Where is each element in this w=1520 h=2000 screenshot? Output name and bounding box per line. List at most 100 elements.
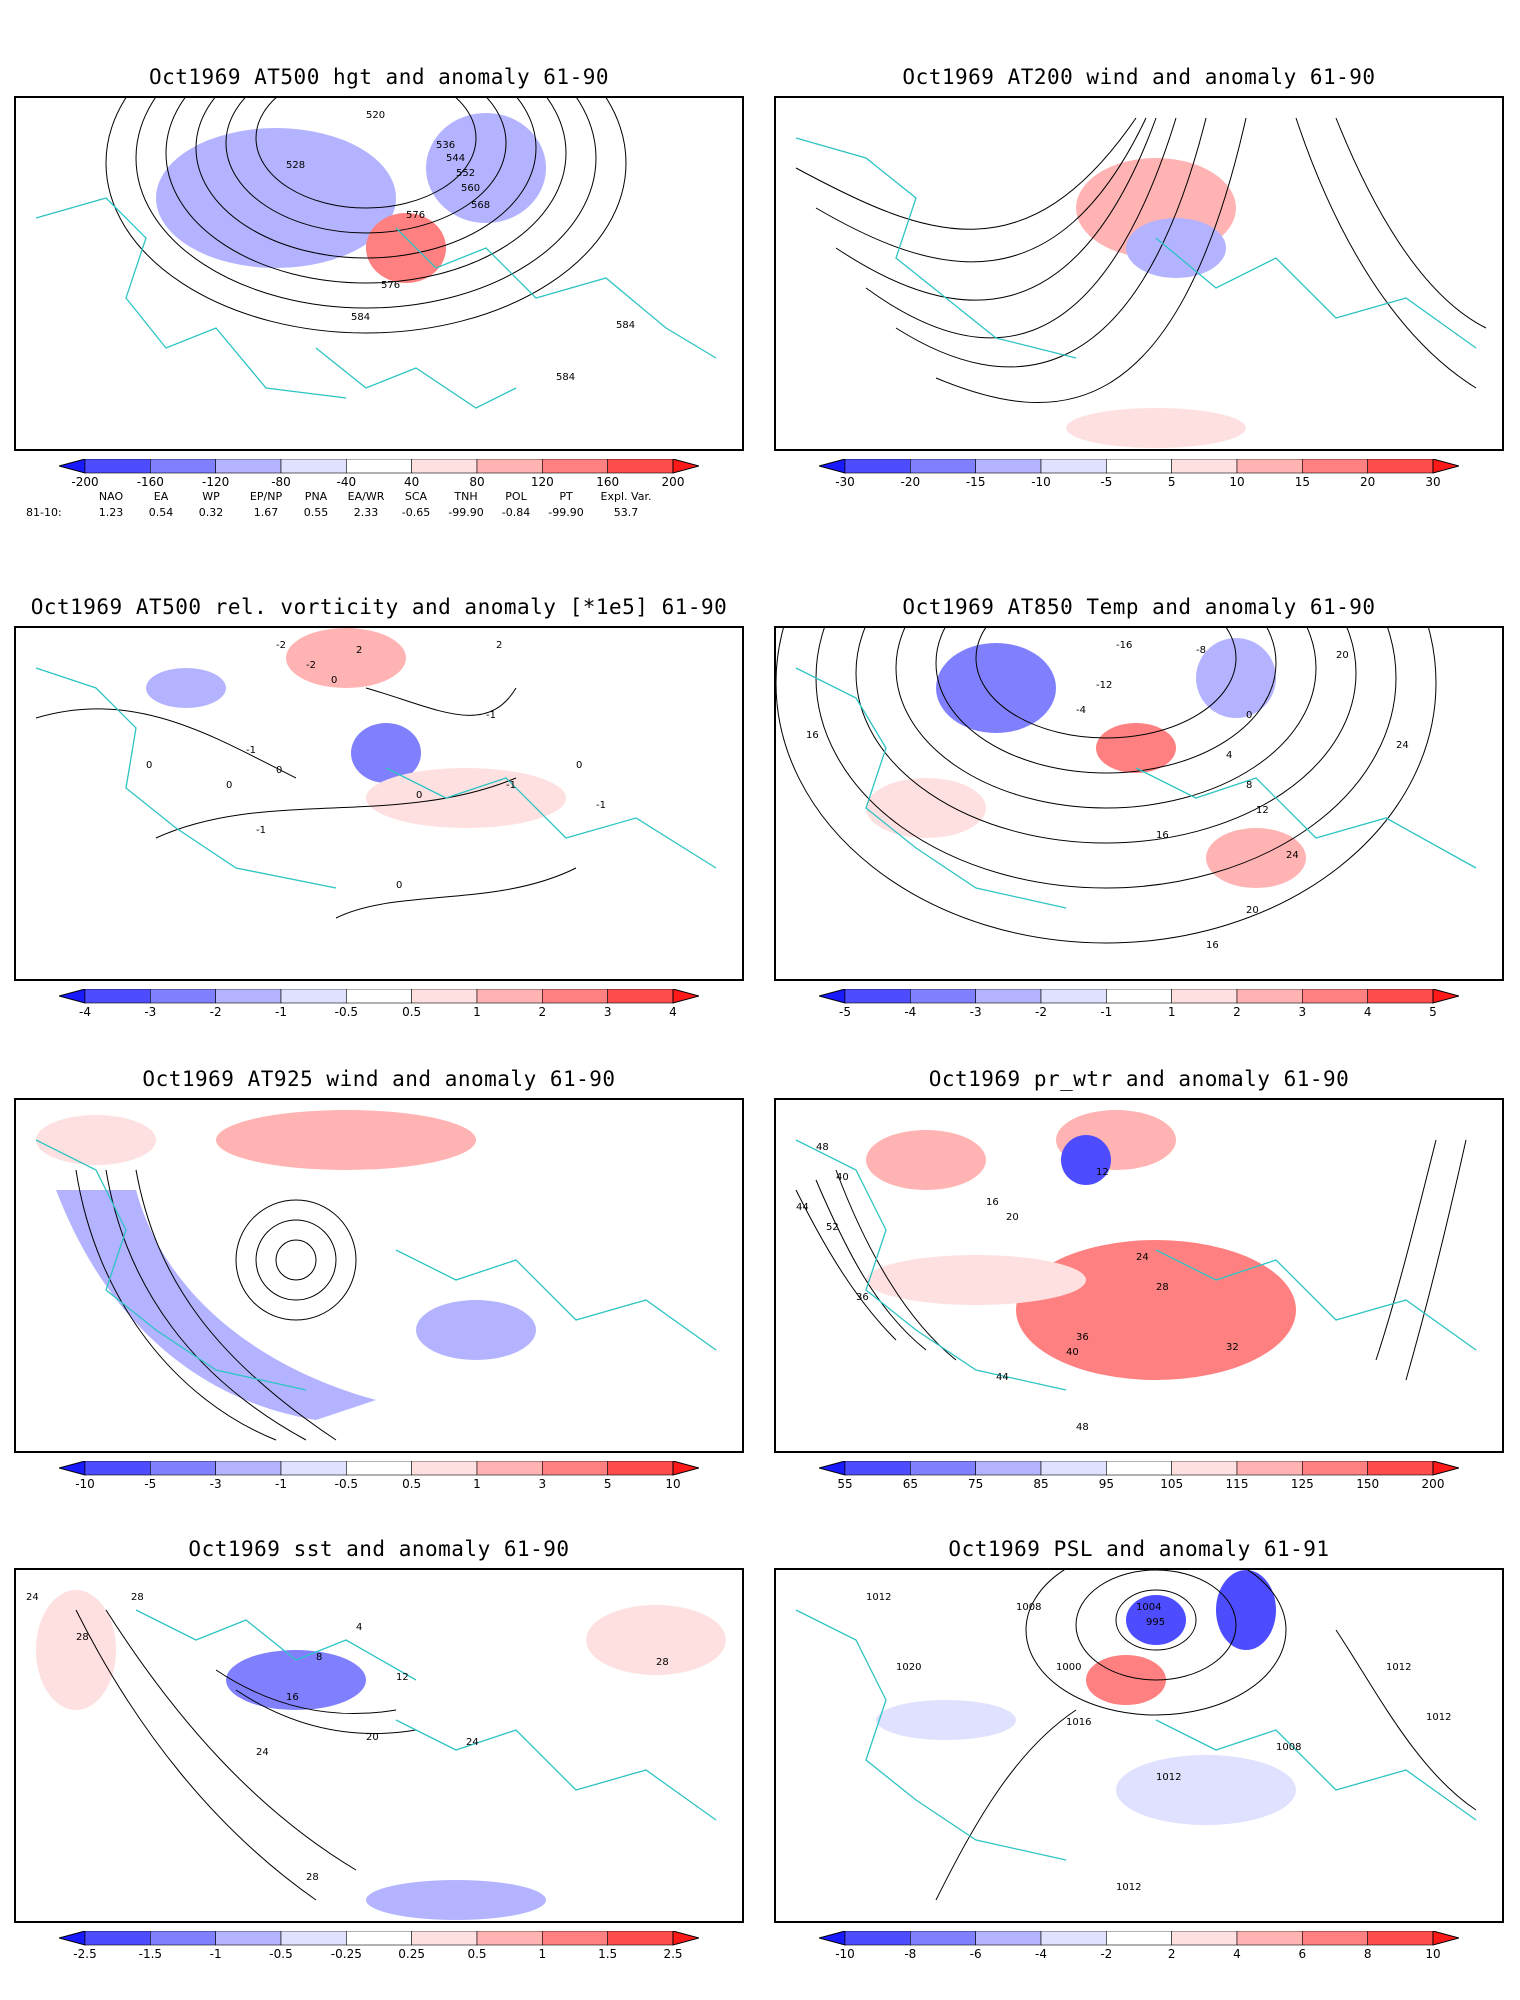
contour-label: 20: [366, 1732, 379, 1743]
colorbar-tick-label: 105: [1160, 1477, 1184, 1491]
contour-label: 24: [466, 1737, 479, 1748]
colorbar-tick-label: 5: [1167, 475, 1176, 489]
colorbar-tick-label: 10: [1229, 475, 1245, 489]
contour-label: 48: [816, 1142, 829, 1153]
colorbar-swatch: [975, 1931, 1042, 1946]
contour-label: 36: [856, 1292, 869, 1303]
contour-label: 20: [1006, 1212, 1019, 1223]
colorbar-tick-label: 200: [1421, 1477, 1445, 1491]
contour-label: 28: [1156, 1282, 1169, 1293]
contour-label: 0: [331, 675, 337, 686]
colorbar-tick-label: -1: [209, 1947, 222, 1961]
contour-label: -1: [596, 800, 606, 811]
map-psl: 1012 1008 1004 1000 995 1020 1016 1012 1…: [774, 1568, 1504, 1923]
colorbar-tick-label: 0.25: [398, 1947, 426, 1961]
colorbar-tick-label: -120: [202, 475, 230, 489]
contour-label: 28: [656, 1657, 669, 1668]
colorbar-swatch: [1171, 1931, 1238, 1946]
colorbar-tick-label: 65: [902, 1477, 918, 1491]
colorbar-swatch: [1040, 1461, 1107, 1476]
contour-label: 576: [381, 280, 400, 291]
colorbar-swatch: [280, 989, 347, 1004]
colorbar-swatch: [1040, 989, 1107, 1004]
colorbar-swatch: [411, 1461, 478, 1476]
colorbar-swatch: [844, 1931, 911, 1946]
colorbar-swatch: [844, 459, 911, 474]
colorbar-tick-label: 8: [1363, 1947, 1372, 1961]
colorbar-under-arrow: [59, 1461, 86, 1476]
colorbar-swatch: [476, 459, 543, 474]
contour-label: 0: [416, 790, 422, 801]
index-value-cell: -0.65: [401, 506, 431, 519]
contour-label: 0: [146, 760, 152, 771]
colorbar-tick-label: 40: [404, 475, 420, 489]
colorbar-swatch: [607, 459, 674, 474]
contour-label: 16: [286, 1692, 299, 1703]
colorbar-tick-label: -4: [904, 1005, 917, 1019]
colorbar-over-arrow: [1432, 1461, 1459, 1476]
colorbar-swatch: [1367, 459, 1434, 474]
contour-label: 0: [396, 880, 402, 891]
contour-label: 16: [806, 730, 819, 741]
contour-label: 12: [1256, 805, 1269, 816]
contour-label: -1: [256, 825, 266, 836]
colorbar-tick-label: 2: [538, 1005, 547, 1019]
index-value-cell: 0.55: [303, 506, 329, 519]
colorbar-tick-label: -0.5: [269, 1947, 293, 1961]
contour-label: 0: [226, 780, 232, 791]
map-hgt500: 520 528 536 544 552 560 568 576 576 584 …: [14, 96, 744, 451]
colorbar-over-arrow: [1432, 459, 1459, 474]
colorbar: 55 65 75 85 95 105 115 125 150 200: [819, 1461, 1459, 1495]
colorbar-swatch: [844, 1461, 911, 1476]
colorbar-tick-label: -80: [271, 475, 291, 489]
contour-label: 1016: [1066, 1717, 1091, 1728]
index-value-cell: -99.90: [448, 506, 484, 519]
contour-label: 568: [471, 200, 490, 211]
colorbar-tick-label: 55: [837, 1477, 853, 1491]
index-header-cell: Expl. Var.: [600, 490, 652, 503]
index-value-row: 81-10: 1.23 0.54 0.32 1.67 0.55 2.33 -0.65 -99.…: [26, 506, 666, 522]
colorbar-tick-label: -1.5: [138, 1947, 163, 1961]
colorbar-swatch: [1367, 1931, 1434, 1946]
contour-label: 24: [256, 1747, 269, 1758]
colorbar-swatch: [1171, 459, 1238, 474]
colorbar-tick-label: 0.5: [467, 1947, 487, 1961]
colorbar-swatch: [476, 1931, 543, 1946]
teleconnection-index-table: NAO EA WP EP/NP PNA EA/WR SCA TNH POL PT Expl. Var…: [26, 490, 666, 522]
colorbar-tick-label: -15: [965, 475, 986, 489]
contour-label: 44: [996, 1372, 1009, 1383]
index-row-label: 81-10:: [26, 506, 62, 519]
colorbar-tick-label: 4: [1233, 1947, 1241, 1961]
colorbar: -10 -5 -3 -1 -0.5 0.5 1 3 5 10: [59, 1461, 699, 1495]
contour-label: 4: [356, 1622, 362, 1633]
colorbar-swatch: [1171, 989, 1238, 1004]
map-temp850: -16 -12 -8 -4 0 4 8 12 16 16 20 24 24 20…: [774, 626, 1504, 981]
contour-label: 1012: [1156, 1772, 1181, 1783]
colorbar-tick-label: 125: [1290, 1477, 1314, 1491]
contour-label: 16: [1156, 830, 1169, 841]
colorbar-tick-label: -5: [1100, 475, 1113, 489]
contour-label: 24: [26, 1592, 39, 1603]
colorbar-swatch: [1236, 989, 1303, 1004]
colorbar-tick-label: 2: [1233, 1005, 1241, 1019]
colorbar-tick-label: 3: [1298, 1005, 1307, 1019]
colorbar-tick-label: -3: [209, 1477, 222, 1491]
contour-label: -4: [1076, 705, 1086, 716]
contour-label: 24: [1286, 850, 1299, 861]
contour-label: 52: [826, 1222, 839, 1233]
colorbar-swatch: [542, 1931, 608, 1946]
colorbar-tick-label: 2: [1167, 1947, 1176, 1961]
colorbar-tick-label: -200: [71, 475, 99, 489]
colorbar-tick-label: -3: [144, 1005, 157, 1019]
colorbar-swatch: [844, 989, 911, 1004]
colorbar-swatch: [1302, 1461, 1368, 1476]
colorbar-swatch: [1236, 1461, 1303, 1476]
colorbar-swatch: [150, 459, 216, 474]
index-header-cell: PT: [559, 490, 573, 503]
contour-label: 576: [406, 210, 425, 221]
contour-label: 1012: [1386, 1662, 1411, 1673]
map-vort500: -2 -2 2 0 2 -1 -1 0 0 0 -1 -1 0 0 0 -1: [14, 626, 744, 981]
colorbar-swatch: [1040, 459, 1107, 474]
colorbar-tick-label: -0.5: [334, 1477, 359, 1491]
colorbar-swatch: [346, 1461, 412, 1476]
